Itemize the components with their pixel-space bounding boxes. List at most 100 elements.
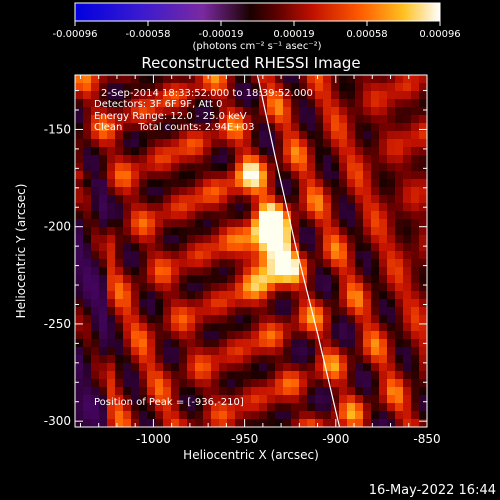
heatmap-cell xyxy=(75,163,84,172)
heatmap-cell xyxy=(139,171,148,180)
heatmap-cell xyxy=(91,275,100,284)
heatmap-cell xyxy=(307,363,316,372)
heatmap-cell xyxy=(227,211,236,220)
heatmap-cell xyxy=(107,339,116,348)
heatmap-cell xyxy=(379,139,388,148)
heatmap-cell xyxy=(211,315,220,324)
heatmap-cell xyxy=(291,315,300,324)
heatmap-cell xyxy=(419,115,427,124)
heatmap-cell xyxy=(75,267,84,276)
heatmap-cell xyxy=(139,283,148,292)
heatmap-cell xyxy=(75,203,84,212)
heatmap-cell xyxy=(131,331,140,340)
heatmap-cell xyxy=(187,323,196,332)
heatmap-cell xyxy=(355,203,364,212)
heatmap-cell xyxy=(195,107,204,116)
heatmap-cell xyxy=(307,403,316,412)
heatmap-cell xyxy=(403,323,412,332)
heatmap-cell xyxy=(299,219,308,228)
heatmap-cell xyxy=(315,235,324,244)
heatmap-cell xyxy=(147,371,156,380)
heatmap-cell xyxy=(299,275,308,284)
heatmap-cell xyxy=(123,155,132,164)
heatmap-cell xyxy=(355,179,364,188)
heatmap-cell xyxy=(307,219,316,228)
heatmap-cell xyxy=(203,331,212,340)
heatmap-cell xyxy=(267,419,276,427)
heatmap-cell xyxy=(371,91,380,100)
heatmap-cell xyxy=(163,371,172,380)
heatmap-cell xyxy=(147,251,156,260)
heatmap-cell xyxy=(107,251,116,260)
heatmap-cell xyxy=(291,99,300,108)
heatmap-cell xyxy=(331,179,340,188)
heatmap-cell xyxy=(187,107,196,116)
heatmap-cell xyxy=(251,355,260,364)
heatmap-cell xyxy=(379,115,388,124)
heatmap-cell xyxy=(243,283,252,292)
heatmap-cell xyxy=(307,379,316,388)
heatmap-cell xyxy=(315,179,324,188)
heatmap-cell xyxy=(259,163,268,172)
heatmap-cell xyxy=(323,267,332,276)
heatmap-cell xyxy=(75,171,84,180)
heatmap-cell xyxy=(227,355,236,364)
heatmap-cell xyxy=(131,139,140,148)
heatmap-cell xyxy=(131,99,140,108)
heatmap-cell xyxy=(99,139,108,148)
heatmap-cell xyxy=(403,171,412,180)
heatmap-cell xyxy=(147,403,156,412)
heatmap-cell xyxy=(307,211,316,220)
heatmap-cell xyxy=(355,251,364,260)
heatmap-cell xyxy=(163,123,172,132)
heatmap-cell xyxy=(155,259,164,268)
heatmap-cell xyxy=(259,331,268,340)
heatmap-cell xyxy=(211,419,220,427)
heatmap-cell xyxy=(283,339,292,348)
heatmap-cell xyxy=(267,123,276,132)
heatmap-cell xyxy=(419,379,427,388)
heatmap-cell xyxy=(187,243,196,252)
heatmap-cell xyxy=(379,267,388,276)
heatmap-cell xyxy=(315,251,324,260)
heatmap-cell xyxy=(131,283,140,292)
heatmap-cell xyxy=(355,379,364,388)
heatmap-cell xyxy=(331,267,340,276)
heatmap-cell xyxy=(331,275,340,284)
heatmap-cell xyxy=(227,219,236,228)
heatmap-cell xyxy=(331,203,340,212)
heatmap-cell xyxy=(355,243,364,252)
heatmap-cell xyxy=(235,139,244,148)
heatmap-cell xyxy=(203,355,212,364)
heatmap-cell xyxy=(147,155,156,164)
heatmap-cell xyxy=(163,323,172,332)
heatmap-cell xyxy=(267,299,276,308)
heatmap-cell xyxy=(99,75,108,84)
heatmap-cell xyxy=(171,403,180,412)
heatmap-cell xyxy=(131,323,140,332)
heatmap-cell xyxy=(355,99,364,108)
heatmap-cell xyxy=(283,315,292,324)
heatmap-cell xyxy=(299,179,308,188)
heatmap-cell xyxy=(379,259,388,268)
heatmap-cell xyxy=(291,83,300,92)
heatmap-cell xyxy=(203,259,212,268)
heatmap-cell xyxy=(379,171,388,180)
heatmap-cell xyxy=(363,363,372,372)
heatmap-cell xyxy=(323,339,332,348)
heatmap-cell xyxy=(107,283,116,292)
heatmap-cell xyxy=(91,331,100,340)
heatmap-cell xyxy=(251,179,260,188)
heatmap-cell xyxy=(155,139,164,148)
heatmap-cell xyxy=(323,107,332,116)
heatmap-cell xyxy=(275,131,284,140)
heatmap-cell xyxy=(379,99,388,108)
heatmap-cell xyxy=(299,355,308,364)
heatmap-cell xyxy=(411,155,420,164)
heatmap-cell xyxy=(131,307,140,316)
heatmap-cell xyxy=(395,403,404,412)
heatmap-cell xyxy=(363,299,372,308)
heatmap-cell xyxy=(155,107,164,116)
heatmap-cell xyxy=(323,251,332,260)
heatmap-cell xyxy=(403,83,412,92)
